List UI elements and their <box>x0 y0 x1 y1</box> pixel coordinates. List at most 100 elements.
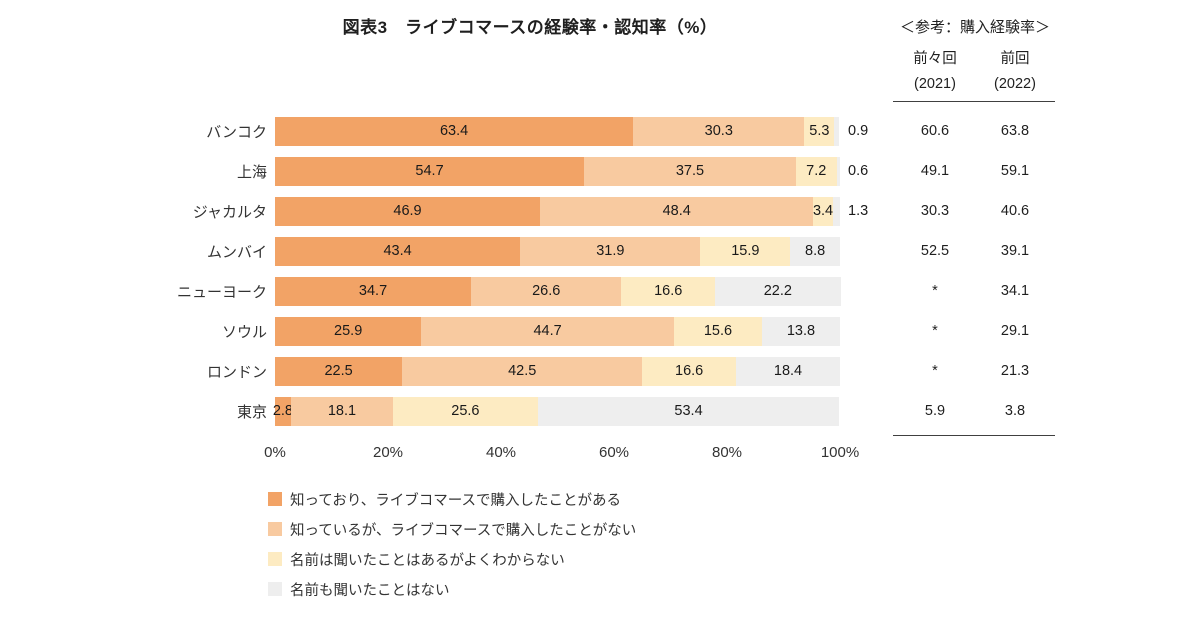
legend-label: 名前は聞いたことはあるがよくわからない <box>290 552 565 569</box>
ref-value-2022: 29.1 <box>1000 323 1030 339</box>
category-label: 上海 <box>236 163 267 181</box>
bar-segment: 46.9 <box>275 196 540 226</box>
bar-value-label: 26.6 <box>532 283 561 299</box>
category-label: ソウル <box>221 323 267 341</box>
ref-value-2022: 63.8 <box>1000 123 1030 139</box>
bar-segment: 25.6 <box>393 396 538 426</box>
bar-segment: 16.6 <box>621 276 716 306</box>
ref-value-2021: * <box>932 283 938 299</box>
ref-column-label: 前回 <box>1000 51 1030 67</box>
bar-segment: 3.4 <box>812 196 834 226</box>
legend-item: 名前は聞いたことはあるがよくわからない <box>268 544 636 574</box>
legend: 知っており、ライブコマースで購入したことがある知っているが、ライブコマースで購入… <box>268 484 636 604</box>
bar-value-label: 16.6 <box>654 283 683 299</box>
x-tick-label: 60% <box>598 444 630 461</box>
bar-segment: 22.2 <box>715 276 841 306</box>
bar-value-label: 7.2 <box>806 163 827 179</box>
ref-column-2021: 前々回 (2021) <box>895 47 975 97</box>
bar-value-label: 2.8 <box>272 403 293 419</box>
chart-row: ムンバイ 43.4 31.9 15.9 8.8 52.5 39.1 <box>150 231 1055 271</box>
x-tick-label: 40% <box>485 444 517 461</box>
bar-segment: 31.9 <box>520 236 701 266</box>
table-rule-top <box>893 101 1055 102</box>
bar-segment <box>832 196 840 226</box>
bar-value-label: 18.1 <box>327 403 357 419</box>
ref-column-year: (2022) <box>994 76 1036 92</box>
x-axis: 0% 20% 40% 60% 80% 100% <box>264 444 859 464</box>
bar-value-label: 15.6 <box>703 323 733 339</box>
legend-swatch <box>268 582 282 596</box>
chart-row: 東京 2.8 18.1 25.6 53.4 5.9 3.8 <box>150 391 1055 431</box>
ref-value-2022: 39.1 <box>1000 243 1030 259</box>
bar-value-label: 44.7 <box>533 323 562 339</box>
bar-segment: 18.1 <box>290 396 394 426</box>
bar-value-label: 16.6 <box>675 363 704 379</box>
chart-row: バンコク 63.4 30.3 5.3 0.9 60.6 63.8 <box>150 111 1055 151</box>
chart-title: 図表3 ライブコマースの経験率・認知率（%） <box>342 18 718 37</box>
bar-segment: 16.6 <box>642 356 737 386</box>
x-tick-label: 80% <box>711 444 743 461</box>
bar-segment: 15.9 <box>700 236 791 266</box>
bar-value-label: 22.2 <box>763 283 792 299</box>
bar-value-label: 5.3 <box>809 123 830 139</box>
ref-column-label: 前々回 <box>913 51 957 67</box>
bar-value-label: 53.4 <box>674 403 703 419</box>
reference-table-header: 前々回 (2021) 前回 (2022) <box>895 47 1055 97</box>
legend-item: 知っており、ライブコマースで購入したことがある <box>268 484 636 514</box>
bar-segment: 7.2 <box>795 156 837 186</box>
ref-value-2022: 59.1 <box>1000 163 1030 179</box>
bar-track: 54.7 37.5 7.2 <box>275 156 840 186</box>
bar-value-label: 34.7 <box>358 283 388 299</box>
bar-segment <box>834 116 840 146</box>
bar-value-label: 37.5 <box>675 163 705 179</box>
legend-label: 名前も聞いたことはない <box>290 582 450 599</box>
bar-segment: 30.3 <box>633 116 805 146</box>
bar-value-label: 13.8 <box>786 323 816 339</box>
ref-column-year: (2021) <box>914 76 956 92</box>
bar-segment: 25.9 <box>275 316 422 346</box>
bar-value-label: 18.4 <box>773 363 803 379</box>
bar-value-label: 42.5 <box>508 363 537 379</box>
chart-row: ジャカルタ 46.9 48.4 3.4 1.3 30.3 40.6 <box>150 191 1055 231</box>
category-label: ロンドン <box>206 363 267 381</box>
reference-heading: ＜参考：購入経験率＞ <box>900 19 1051 36</box>
bar-value-label: 25.6 <box>451 403 480 419</box>
chart-row: ニューヨーク 34.7 26.6 16.6 22.2 * 34.1 <box>150 271 1055 311</box>
bar-segment: 26.6 <box>471 276 622 306</box>
ref-column-2022: 前回 (2022) <box>975 47 1055 97</box>
bar-value-label: 48.4 <box>662 203 691 219</box>
ref-value-2021: 49.1 <box>920 163 950 179</box>
ref-value-2021: 5.9 <box>924 403 946 419</box>
bar-track: 43.4 31.9 15.9 8.8 <box>275 236 840 266</box>
bar-track: 34.7 26.6 16.6 22.2 <box>275 276 841 306</box>
bar-value-label: 25.9 <box>334 323 363 339</box>
bar-segment: 8.8 <box>790 236 840 266</box>
category-label: バンコク <box>206 123 267 141</box>
ref-value-2021: 30.3 <box>920 203 950 219</box>
chart-rows: バンコク 63.4 30.3 5.3 0.9 60.6 63.8 上海 54.7 37.5 7.2 0… <box>150 111 1055 431</box>
chart-row: ロンドン 22.5 42.5 16.6 18.4 * 21.3 <box>150 351 1055 391</box>
bar-segment: 34.7 <box>275 276 472 306</box>
legend-item: 知っているが、ライブコマースで購入したことがない <box>268 514 636 544</box>
ref-value-2022: 3.8 <box>1004 403 1026 419</box>
legend-swatch <box>268 552 282 566</box>
outside-value-label: 0.9 <box>848 123 869 139</box>
table-rule-bottom <box>893 435 1055 436</box>
bar-value-label: 46.9 <box>393 203 422 219</box>
bar-segment: 53.4 <box>537 396 840 426</box>
bar-segment: 22.5 <box>275 356 403 386</box>
bar-value-label: 31.9 <box>596 243 625 259</box>
bar-value-label: 22.5 <box>324 363 353 379</box>
legend-label: 知っているが、ライブコマースで購入したことがない <box>290 522 637 539</box>
legend-item: 名前も聞いたことはない <box>268 574 636 604</box>
category-label: ニューヨーク <box>176 283 267 301</box>
bar-segment: 43.4 <box>275 236 521 266</box>
bar-track: 46.9 48.4 3.4 <box>275 196 840 226</box>
bar-segment: 42.5 <box>402 356 643 386</box>
ref-value-2021: * <box>932 323 938 339</box>
bar-value-label: 3.4 <box>812 203 834 219</box>
bar-track: 2.8 18.1 25.6 53.4 <box>272 396 840 426</box>
legend-swatch <box>268 522 282 536</box>
bar-segment: 63.4 <box>275 116 634 146</box>
